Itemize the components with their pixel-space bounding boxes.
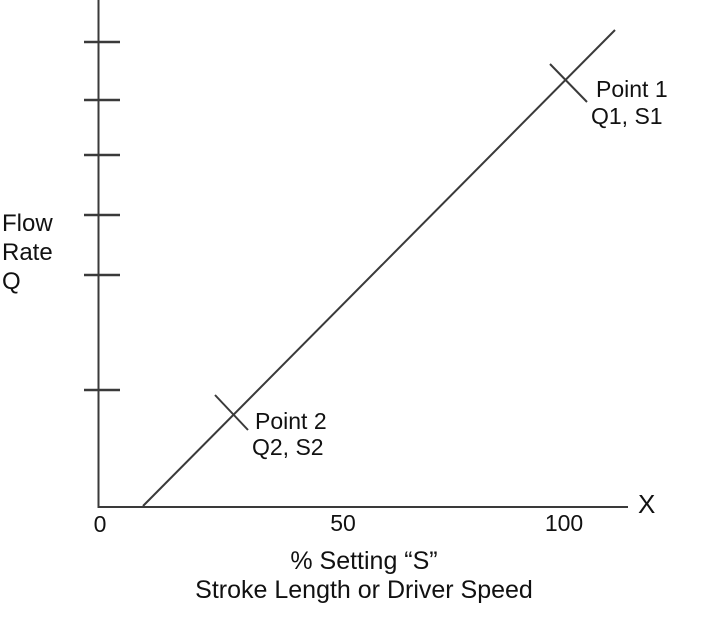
y-axis-label-line: Rate xyxy=(2,239,53,266)
x-axis-title: % Setting “S” Stroke Length or Driver Sp… xyxy=(195,547,533,605)
y-axis-ticks xyxy=(84,40,120,392)
flow-line xyxy=(142,29,616,507)
point-1-sublabel: Q1, S1 xyxy=(591,103,663,129)
point-2-label: Point 2 xyxy=(255,408,327,434)
y-axis-label: Flow Rate Q xyxy=(2,209,53,296)
point-2-marker-icon xyxy=(214,394,249,431)
point-1-marker-icon xyxy=(549,63,588,103)
x-tick-label-100: 100 xyxy=(544,510,584,536)
x-axis-end-symbol: X xyxy=(638,489,656,519)
x-axis-title-line-1: % Setting “S” xyxy=(290,547,438,575)
point-2-sublabel: Q2, S2 xyxy=(252,434,324,460)
x-tick-label-0: 0 xyxy=(93,511,107,537)
point-1-label: Point 1 xyxy=(596,76,668,102)
x-axis-title-line-2: Stroke Length or Driver Speed xyxy=(195,576,533,604)
y-axis-label-line: Q xyxy=(2,268,21,295)
x-tick-label-50: 50 xyxy=(330,510,356,536)
y-axis-label-line: Flow xyxy=(2,210,53,237)
